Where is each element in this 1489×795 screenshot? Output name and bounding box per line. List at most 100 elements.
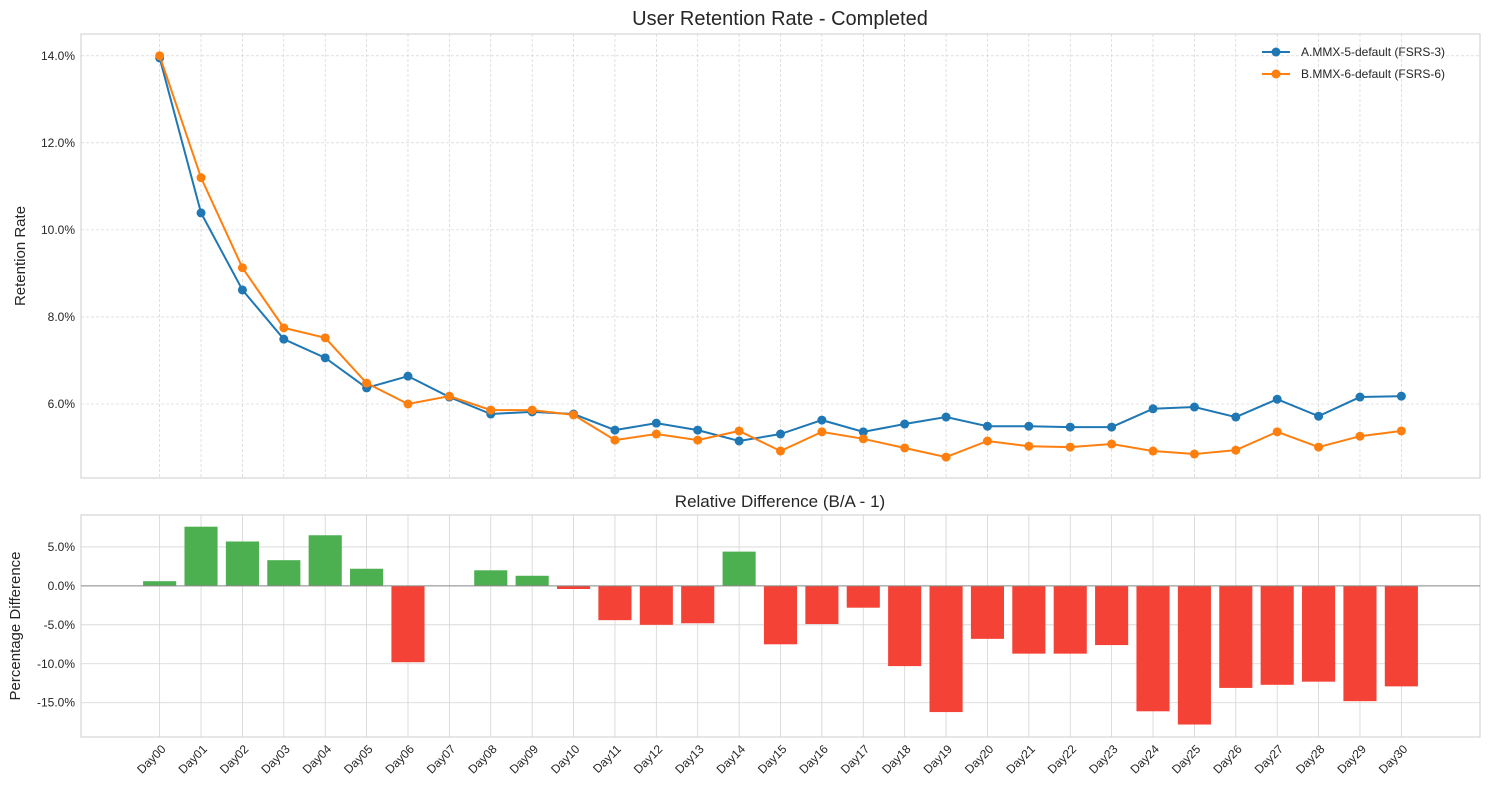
x-tick-label: Day12 bbox=[631, 742, 666, 777]
bar bbox=[805, 585, 839, 625]
data-point bbox=[1231, 445, 1241, 455]
plot-frame bbox=[80, 514, 1481, 738]
bar bbox=[1260, 585, 1294, 685]
bar bbox=[1343, 585, 1377, 702]
x-tick-label: Day05 bbox=[341, 742, 376, 777]
bar bbox=[556, 585, 591, 589]
y-tick-label: 10.0% bbox=[41, 223, 75, 237]
data-point bbox=[279, 323, 289, 333]
data-point bbox=[941, 452, 951, 462]
x-tick-label: Day09 bbox=[507, 742, 542, 777]
bar bbox=[1177, 585, 1211, 725]
data-point bbox=[776, 446, 785, 456]
data-point bbox=[1314, 442, 1324, 452]
data-point bbox=[403, 399, 413, 409]
bar bbox=[598, 585, 632, 621]
data-point bbox=[858, 427, 868, 437]
data-point bbox=[693, 435, 703, 445]
data-point bbox=[610, 425, 620, 435]
y-tick-label: -5.0% bbox=[44, 618, 76, 632]
x-tick-label: Day02 bbox=[217, 742, 252, 777]
data-point bbox=[900, 443, 910, 453]
data-point bbox=[155, 51, 165, 61]
x-tick-label: Day19 bbox=[921, 742, 956, 777]
x-tick-label: Day14 bbox=[714, 742, 749, 777]
x-tick-label: Day29 bbox=[1334, 742, 1369, 777]
top-chart-title: User Retention Rate - Completed bbox=[632, 8, 928, 30]
data-point bbox=[1189, 449, 1199, 459]
y-tick-label: 12.0% bbox=[41, 136, 75, 150]
bar bbox=[1136, 585, 1170, 712]
data-point bbox=[569, 410, 579, 420]
y-tick-label: 6.0% bbox=[48, 397, 76, 411]
data-point bbox=[444, 391, 454, 401]
data-point bbox=[1396, 426, 1406, 436]
x-tick-label: Day25 bbox=[1169, 742, 1204, 777]
bar bbox=[184, 526, 218, 586]
data-point bbox=[320, 333, 330, 343]
data-point bbox=[1272, 394, 1282, 404]
x-tick-label: Day24 bbox=[1128, 742, 1163, 777]
bottom-chart-title: Relative Difference (B/A - 1) bbox=[675, 492, 885, 511]
data-point bbox=[776, 429, 785, 439]
bar bbox=[1012, 585, 1046, 654]
data-point bbox=[900, 419, 910, 429]
x-tick-label: Day15 bbox=[755, 742, 790, 777]
x-tick-label: Day08 bbox=[465, 742, 500, 777]
data-point bbox=[858, 434, 868, 444]
bar bbox=[474, 570, 508, 586]
data-point bbox=[527, 405, 537, 415]
data-point bbox=[1065, 442, 1075, 452]
data-point bbox=[196, 208, 206, 218]
data-point bbox=[279, 334, 289, 344]
y-tick-label: 0.0% bbox=[48, 579, 76, 593]
x-tick-label: Day21 bbox=[1003, 742, 1038, 777]
y-tick-label: 14.0% bbox=[41, 49, 75, 63]
bar bbox=[970, 585, 1005, 639]
bar bbox=[1095, 585, 1129, 646]
x-tick-label: Day27 bbox=[1252, 742, 1287, 777]
data-point bbox=[320, 353, 330, 363]
bar bbox=[681, 585, 715, 624]
bar bbox=[515, 575, 549, 586]
bar bbox=[1219, 585, 1253, 688]
x-tick-label: Day16 bbox=[796, 742, 831, 777]
data-point bbox=[651, 429, 661, 439]
data-point bbox=[1272, 427, 1282, 437]
x-tick-label: Day07 bbox=[424, 742, 459, 777]
x-tick-label: Day04 bbox=[300, 742, 335, 777]
legend-label: B.MMX-6-default (FSRS-6) bbox=[1301, 67, 1445, 81]
bar bbox=[143, 581, 177, 586]
y-tick-label: 5.0% bbox=[48, 540, 76, 554]
bottom-chart-ylabel: Percentage Difference bbox=[7, 552, 24, 701]
data-point bbox=[693, 425, 703, 435]
x-tick-label: Day06 bbox=[383, 742, 418, 777]
bar bbox=[350, 568, 384, 586]
bar bbox=[722, 551, 756, 586]
y-tick-label: -15.0% bbox=[37, 696, 75, 710]
plot-frame bbox=[80, 33, 1481, 479]
data-point bbox=[1148, 404, 1158, 414]
bar bbox=[1053, 585, 1087, 654]
data-point bbox=[1355, 392, 1365, 402]
x-tick-label: Day30 bbox=[1376, 742, 1411, 777]
bar bbox=[267, 560, 301, 586]
bar bbox=[391, 585, 425, 663]
data-point bbox=[817, 427, 827, 437]
x-tick-label: Day26 bbox=[1210, 742, 1245, 777]
data-point bbox=[486, 405, 496, 415]
data-point bbox=[1396, 391, 1406, 401]
data-point bbox=[1107, 422, 1117, 432]
data-point bbox=[196, 173, 206, 183]
data-point bbox=[403, 371, 413, 381]
data-point bbox=[982, 436, 992, 446]
bar bbox=[929, 585, 963, 713]
data-point bbox=[734, 426, 744, 436]
bar bbox=[763, 585, 798, 645]
data-point bbox=[941, 412, 951, 422]
legend-marker bbox=[1271, 69, 1281, 79]
y-tick-label: -10.0% bbox=[37, 657, 75, 671]
x-tick-label: Day11 bbox=[590, 742, 624, 776]
x-tick-label: Day01 bbox=[176, 742, 211, 777]
